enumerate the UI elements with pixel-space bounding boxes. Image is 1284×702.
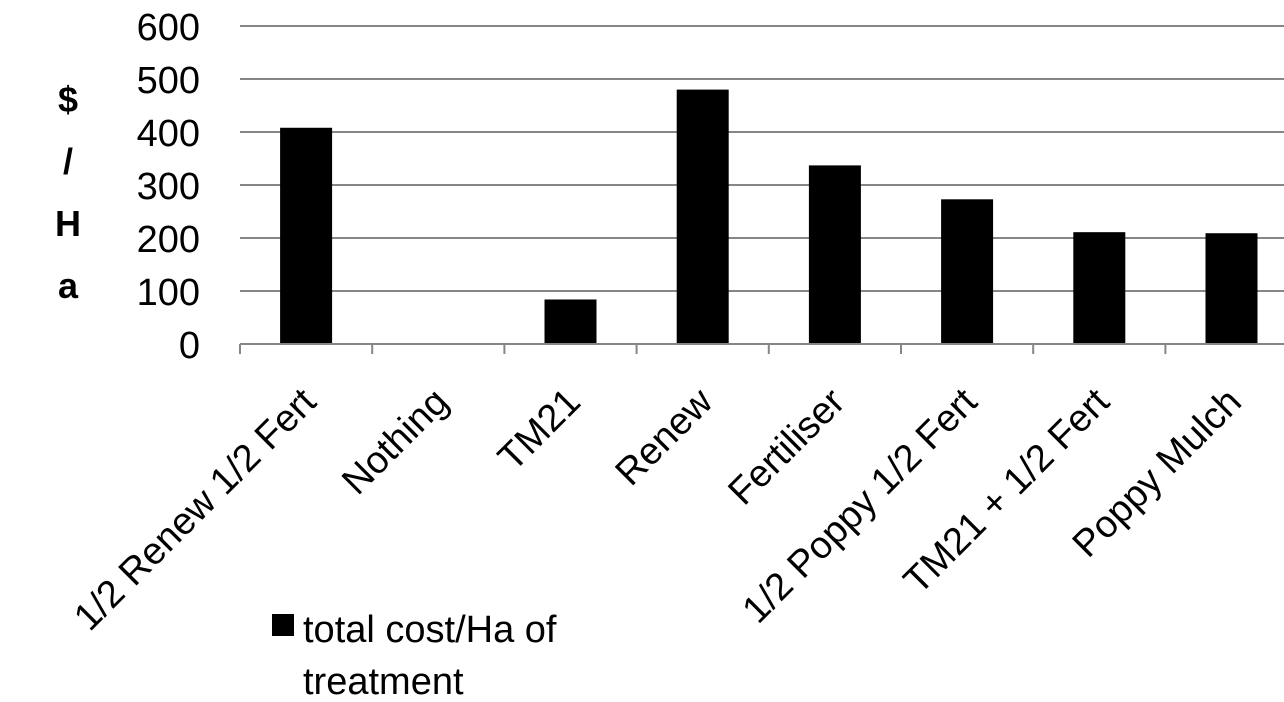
- y-axis-label-char: H: [55, 203, 81, 244]
- bar-4: [676, 89, 729, 344]
- y-tick-label: 500: [137, 60, 200, 102]
- category-label: 1/2 Poppy 1/2 Fert: [735, 380, 986, 631]
- y-tick-label: 300: [137, 166, 200, 208]
- category-label: Nothing: [334, 381, 456, 503]
- y-tick-label: 100: [137, 272, 200, 314]
- bar-7: [1073, 232, 1126, 344]
- category-label: Fertiliser: [721, 380, 854, 513]
- y-axis-label: $ / Ha: [55, 79, 81, 306]
- y-tick-label: 600: [137, 7, 200, 49]
- category-label: Renew: [608, 380, 722, 494]
- y-tick-labels: 0 100 200 300 400 500 600: [137, 7, 200, 367]
- legend-label: total cost/Ha of: [303, 609, 557, 651]
- bars: [280, 89, 1258, 344]
- y-tick-label: 200: [137, 219, 200, 261]
- y-axis-label-char: $: [58, 79, 78, 120]
- bar-3: [544, 299, 597, 344]
- bar-8: [1205, 233, 1258, 344]
- bar-5: [808, 165, 861, 344]
- category-label: TM21: [490, 381, 588, 479]
- category-label: 1/2 Renew 1/2 Fert: [66, 380, 325, 639]
- y-axis-label-char: a: [58, 265, 79, 306]
- category-labels: 1/2 Renew 1/2 Fert Nothing TM21 Renew Fertil…: [66, 380, 1250, 639]
- x-axis: [239, 343, 1284, 354]
- legend: total cost/Ha of treatment: [272, 609, 557, 702]
- gridlines: [240, 25, 1284, 292]
- bar-1: [280, 127, 333, 344]
- y-tick-label: 400: [137, 113, 200, 155]
- y-tick-label: 0: [179, 325, 200, 367]
- legend-label-continued: treatment: [303, 661, 464, 702]
- legend-swatch: [272, 614, 294, 636]
- bar-6: [941, 199, 994, 344]
- y-axis-label-char: /: [63, 141, 73, 182]
